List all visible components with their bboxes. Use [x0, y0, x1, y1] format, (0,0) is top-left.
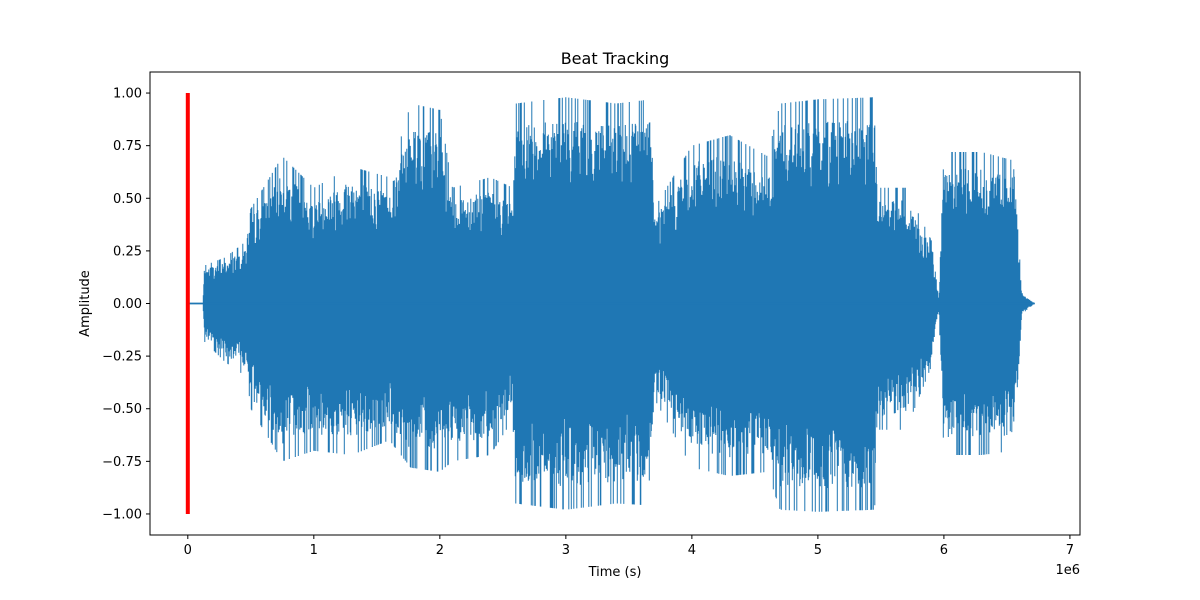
y-tick-label: −0.50: [102, 402, 142, 417]
plot-content: [185, 93, 1035, 514]
x-tick-label: 0: [184, 543, 192, 558]
x-tick-label: 6: [940, 543, 948, 558]
x-axis-offset-label: 1e6: [1055, 563, 1080, 578]
y-tick-label: 0.50: [113, 192, 142, 207]
x-axis-label: Time (s): [588, 565, 642, 580]
x-tick-label: 3: [562, 543, 570, 558]
chart-title: Beat Tracking: [561, 49, 670, 68]
y-tick-label: −1.00: [102, 507, 142, 522]
x-axis-ticks: 0 1 2 3 4 5 6 7: [184, 535, 1074, 558]
y-tick-label: 0.25: [113, 244, 142, 259]
x-tick-label: 5: [814, 543, 822, 558]
y-axis-ticks: 1.00 0.75 0.50 0.25 0.00 −0.25 −0.50 −0.75 −1.00: [102, 87, 150, 522]
y-axis-label: Amplitude: [78, 270, 93, 337]
x-tick-label: 2: [436, 543, 444, 558]
x-tick-label: 1: [310, 543, 318, 558]
y-tick-label: −0.75: [102, 455, 142, 470]
y-tick-label: 0.00: [113, 297, 142, 312]
y-tick-label: 1.00: [113, 87, 142, 102]
x-tick-label: 4: [688, 543, 696, 558]
y-tick-label: 0.75: [113, 139, 142, 154]
x-tick-label: 7: [1066, 543, 1074, 558]
y-tick-label: −0.25: [102, 350, 142, 365]
